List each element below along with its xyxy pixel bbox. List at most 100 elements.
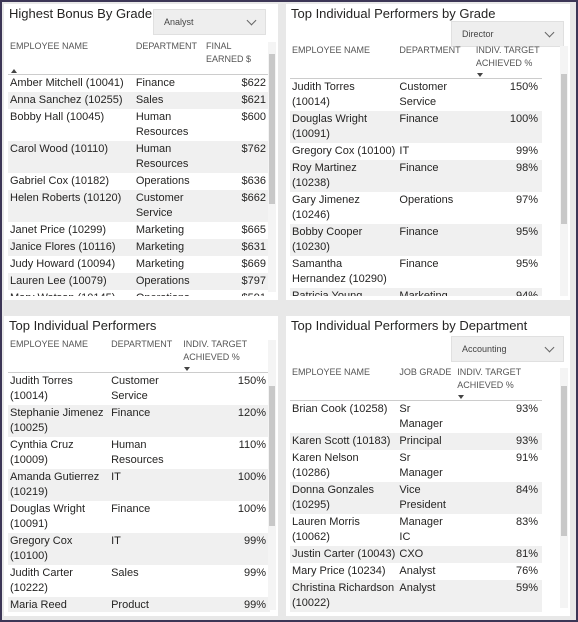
table-row[interactable]: Gabriel Cox (10182) Operations $636	[8, 173, 270, 190]
table-row[interactable]: Cynthia Cruz (10009) Human Resources 110%	[8, 437, 270, 469]
table-cell: Analyst	[397, 580, 456, 612]
table-row[interactable]: Amanda Gutierrez (10219) IT 100%	[8, 469, 270, 501]
table-row[interactable]: Douglas Wright (10091) Finance 100%	[290, 111, 542, 143]
scrollbar[interactable]	[560, 368, 568, 608]
column-header[interactable]: EMPLOYEE NAME	[290, 366, 398, 401]
header-text: FINAL EARNED $	[205, 41, 251, 64]
table-row[interactable]: Janet Price (10299) Marketing $665	[8, 222, 270, 239]
table-row[interactable]: Justin Carter (10043) CXO 81%	[290, 546, 542, 563]
scrollbar-thumb[interactable]	[561, 74, 567, 224]
table-row[interactable]: Lauren Lee (10079) Operations $797	[8, 273, 270, 290]
column-header[interactable]: DEPARTMENT	[397, 44, 474, 79]
table-row[interactable]: Amber Mitchell (10041) Finance $622	[8, 75, 270, 93]
column-header[interactable]: EMPLOYEE NAME	[290, 44, 398, 79]
table-row[interactable]: Roy Martinez (10238) Finance 98%	[290, 160, 542, 192]
table-row[interactable]: Anna Sanchez (10255) Sales $621	[8, 92, 270, 109]
table-row[interactable]: Mary Watson (10145)Operations$591	[8, 290, 270, 296]
table-row[interactable]: Judith Torres (10014) Customer Service 150…	[290, 79, 542, 112]
table-cell: Gregory Cox (10100)	[292, 145, 396, 157]
slicer-dropdown[interactable]: Analyst	[153, 9, 266, 35]
header-row: EMPLOYEE NAME JOB GRADE INDIV. TARGET ACHI…	[290, 366, 542, 401]
table-row[interactable]: Helen Roberts (10120) Customer Service $66…	[8, 190, 270, 222]
column-header[interactable]: EMPLOYEE NAME	[8, 40, 134, 75]
table-cell: 59%	[455, 580, 542, 612]
table-row[interactable]: Bobby Hall (10045) Human Resources $600	[8, 109, 270, 141]
table-row[interactable]: Karen Scott (10183) Principal 93%	[290, 433, 542, 450]
slicer-value: Director	[462, 29, 494, 39]
table-cell: 99%	[515, 145, 538, 157]
table-cell: 76%	[515, 565, 538, 577]
scrollbar-thumb[interactable]	[561, 386, 567, 536]
table-row[interactable]: Maria Reed Product 99%	[8, 597, 270, 612]
table-row[interactable]: Christina Richardson (10022) Analyst 59%	[290, 580, 542, 612]
table-cell: Helen Roberts (10120)	[8, 190, 134, 222]
table-cell: $622	[241, 77, 266, 89]
scrollbar-thumb[interactable]	[269, 386, 275, 526]
column-header[interactable]: INDIV. TARGET ACHIEVED %	[473, 44, 542, 79]
scrollbar[interactable]	[268, 42, 276, 292]
column-header[interactable]: JOB GRADE	[397, 366, 456, 401]
slicer-dropdown[interactable]: Accounting	[451, 336, 564, 362]
table-cell: Bobby Hall (10045)	[10, 111, 105, 123]
table-cell: Patricia Young	[290, 288, 398, 296]
column-header[interactable]: INDIV. TARGET ACHIEVED %	[455, 366, 542, 401]
header-text: EMPLOYEE NAME	[10, 339, 89, 349]
table-row[interactable]: Brian Cook (10258) Sr Manager 93%	[290, 401, 542, 434]
scrollbar[interactable]	[560, 46, 568, 296]
table-cell: Marketing	[133, 239, 204, 256]
table-cell: 83%	[515, 516, 538, 528]
table-row[interactable]: Lauren Morris (10062) Manager IC 83%	[290, 514, 542, 546]
table-cell: Operations	[135, 175, 190, 187]
header-text: EMPLOYEE NAME	[292, 45, 371, 55]
table-cell: IT	[109, 469, 182, 501]
table-row[interactable]: Karen Nelson (10286) Sr Manager 91%	[290, 450, 542, 482]
table-cell: Janet Price (10299)	[10, 224, 106, 236]
table-row[interactable]: Judith Torres (10014) Customer Service 150…	[8, 373, 270, 406]
table-row[interactable]: Judith Carter (10222) Sales 99%	[8, 565, 270, 597]
table-panel: Top Individual Performers EMPLOYEE NAME DE…	[4, 316, 278, 616]
slicer-dropdown[interactable]: Director	[451, 21, 564, 47]
column-header[interactable]: DEPARTMENT	[109, 338, 182, 373]
table-row[interactable]: Gary Jimenez (10246) Operations 97%	[290, 192, 542, 224]
table-cell: Human Resources	[135, 111, 189, 138]
column-header[interactable]: INDIV. TARGET ACHIEVED %	[181, 338, 270, 373]
table-row[interactable]: Donna Gonzales (10295) Vice President 84%	[290, 482, 542, 514]
table-cell: Operations	[399, 194, 454, 206]
table-cell: 99%	[181, 597, 270, 612]
scrollbar-thumb[interactable]	[269, 54, 275, 204]
table-row[interactable]: Douglas Wright (10091) Finance 100%	[8, 501, 270, 533]
table-cell: Justin Carter (10043)	[290, 546, 398, 563]
column-header[interactable]: EMPLOYEE NAME	[8, 338, 110, 373]
column-header[interactable]: FINAL EARNED $	[203, 40, 270, 75]
column-header[interactable]: DEPARTMENT	[133, 40, 204, 75]
table-cell: $665	[241, 224, 266, 236]
panel-title: Top Individual Performers by Grade	[291, 6, 496, 21]
table-cell: Judith Torres (10014)	[292, 81, 355, 108]
dropdown-chevron	[246, 15, 257, 26]
table-cell: Product	[109, 597, 182, 612]
table-row[interactable]: Bobby Cooper (10230) Finance 95%	[290, 224, 542, 256]
table-row[interactable]: Stephanie Jimenez (10025) Finance 120%	[8, 405, 270, 437]
table-cell: Mary Watson (10145)	[8, 290, 134, 296]
table-row[interactable]: Gregory Cox (10100) IT 99%	[8, 533, 270, 565]
scrollbar[interactable]	[268, 340, 276, 610]
header-text: DEPARTMENT	[399, 45, 461, 55]
header-text: DEPARTMENT	[111, 339, 173, 349]
table-row[interactable]: Samantha Hernandez (10290) Finance 95%	[290, 256, 542, 288]
table-row[interactable]: Gregory Cox (10100) IT 99%	[290, 143, 542, 160]
table-cell: Samantha Hernandez (10290)	[292, 258, 387, 285]
table-row[interactable]: Janice Flores (10116) Marketing $631	[8, 239, 270, 256]
table-row[interactable]: Carol Wood (10110) Human Resources $762	[8, 141, 270, 173]
slicer-value: Accounting	[462, 344, 507, 354]
table-cell: 91%	[515, 452, 538, 464]
table-cell: Finance	[397, 111, 474, 143]
table-cell: $621	[203, 92, 270, 109]
table-cell: $591	[204, 290, 270, 296]
table-row[interactable]: Mary Price (10234) Analyst 76%	[290, 563, 542, 580]
table-cell: Maria Reed	[8, 597, 110, 612]
table: EMPLOYEE NAME DEPARTMENT FINAL EARNED $ Amb…	[8, 40, 270, 296]
table-cell: Christina Richardson (10022)	[290, 580, 398, 612]
table-row[interactable]: Judy Howard (10094) Marketing $669	[8, 256, 270, 273]
table-row[interactable]: Patricia Young Marketing 94%	[290, 288, 542, 296]
data-table: EMPLOYEE NAME DEPARTMENT INDIV. TARGET ACH…	[8, 338, 270, 612]
